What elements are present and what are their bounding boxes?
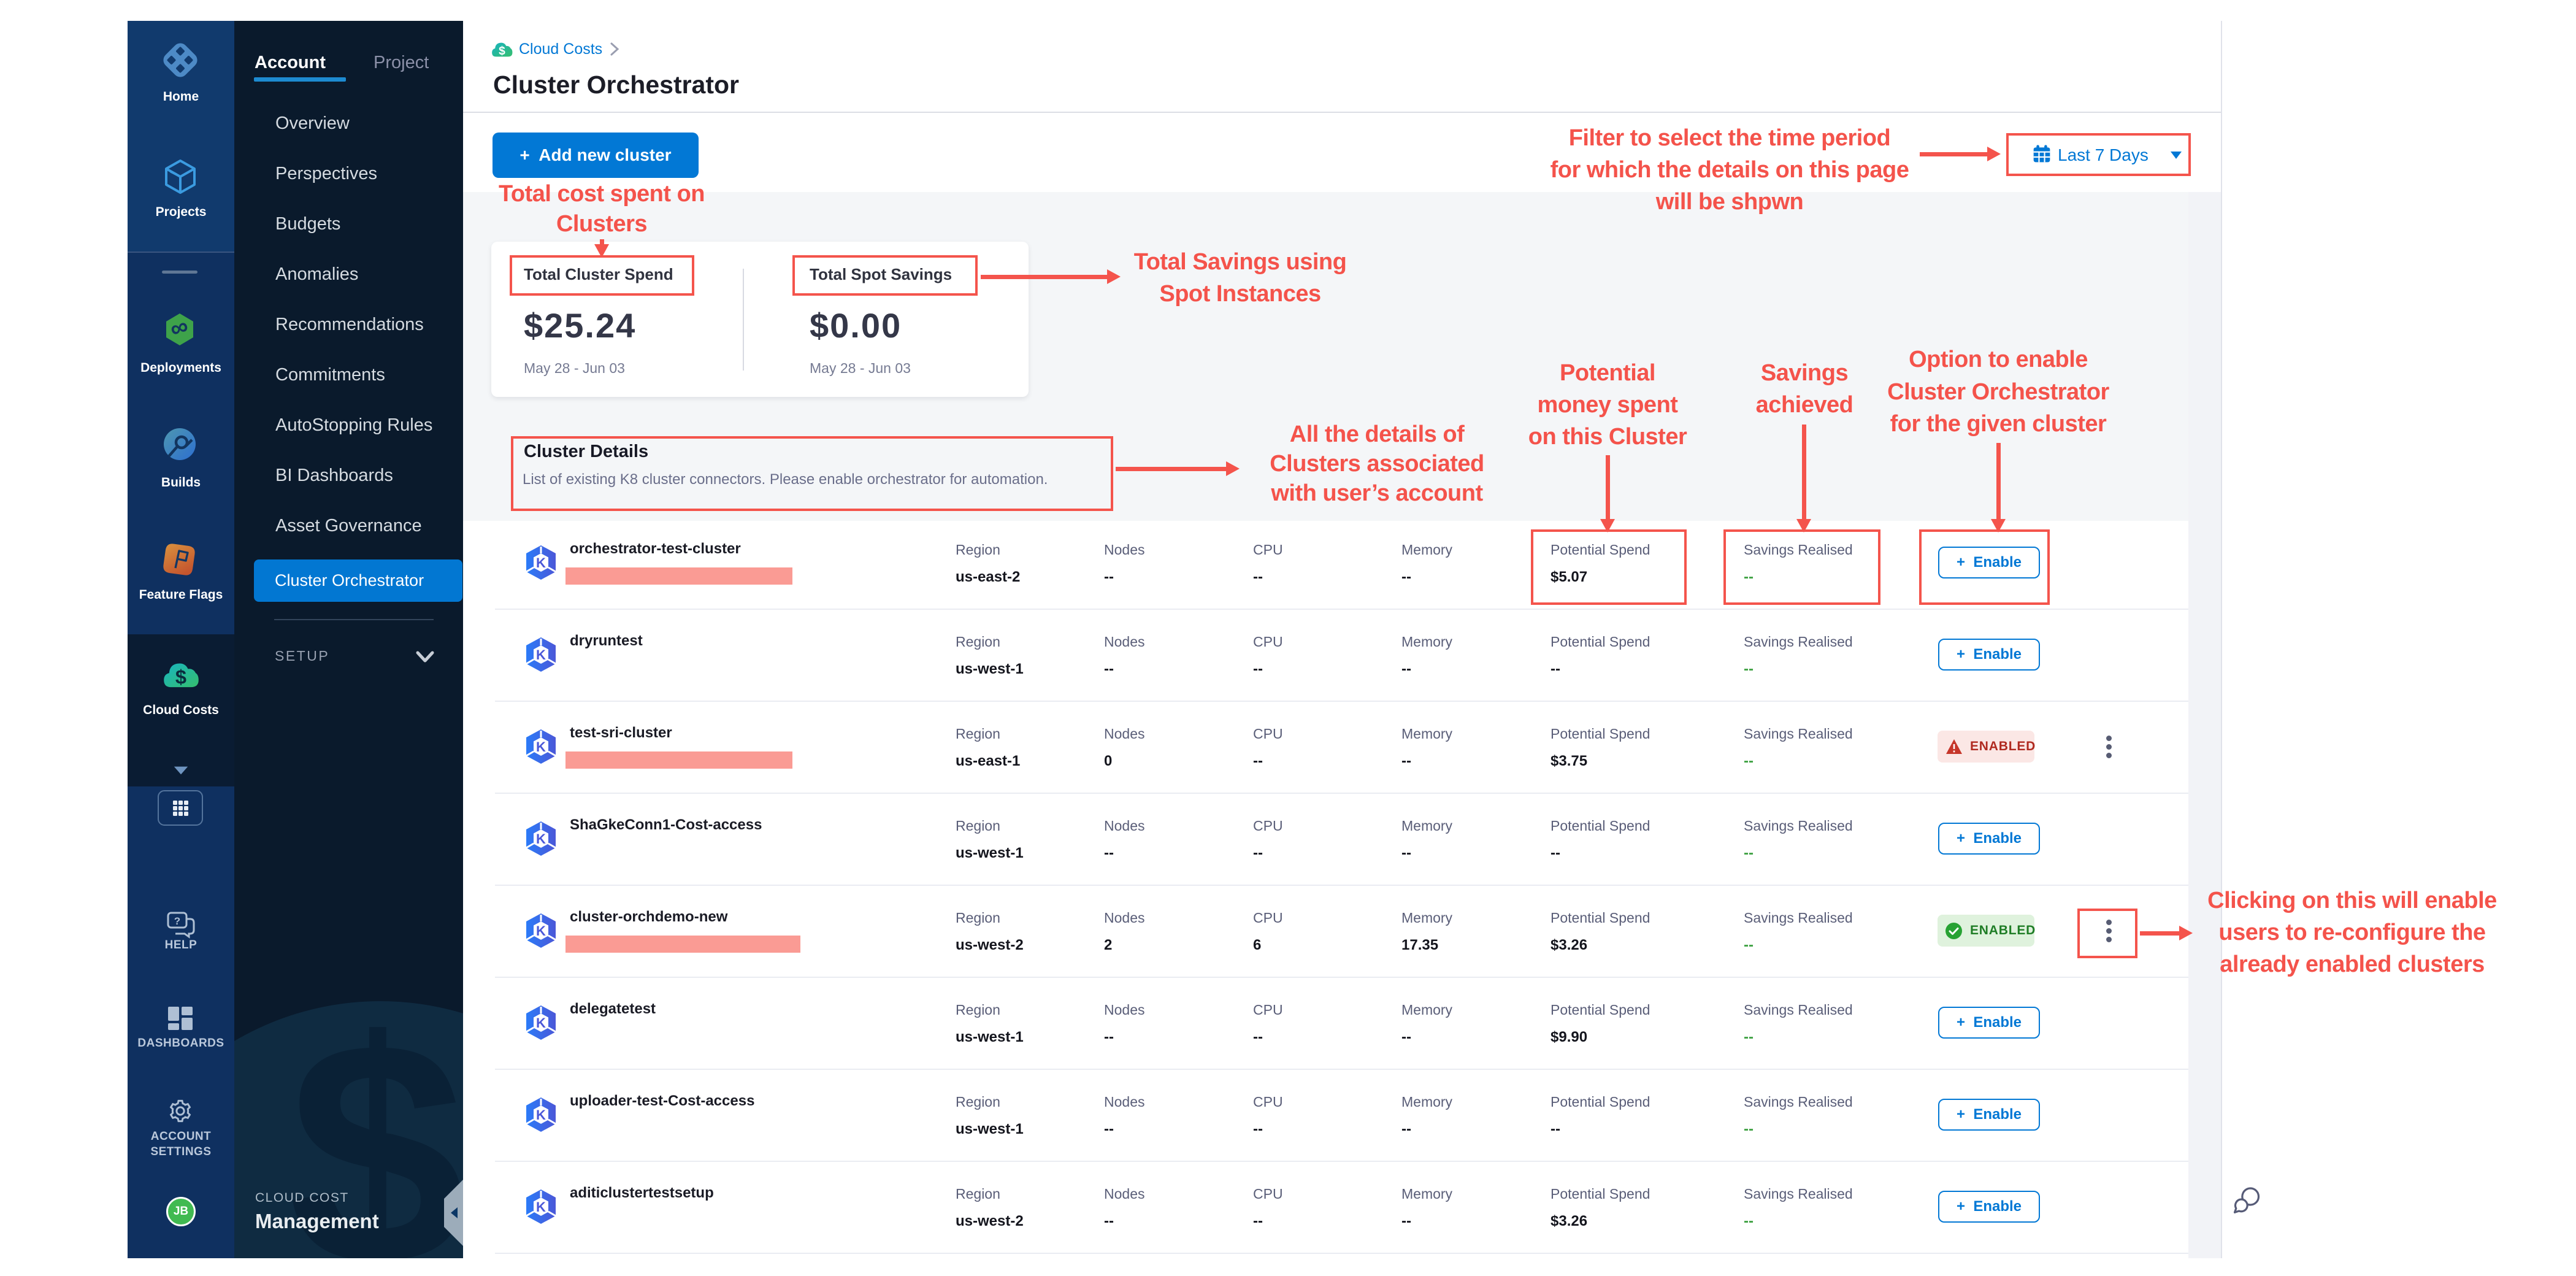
svg-text:K: K — [536, 739, 546, 755]
svg-text:K: K — [536, 1015, 546, 1031]
svg-text:K: K — [536, 923, 546, 939]
svg-text:K: K — [536, 647, 546, 663]
svg-text:K: K — [536, 1199, 546, 1215]
svg-text:K: K — [536, 831, 546, 847]
svg-text:$: $ — [499, 45, 505, 58]
svg-text:?: ? — [174, 915, 180, 927]
svg-text:K: K — [536, 555, 546, 571]
svg-text:K: K — [536, 1107, 546, 1123]
svg-text:$: $ — [175, 666, 186, 688]
